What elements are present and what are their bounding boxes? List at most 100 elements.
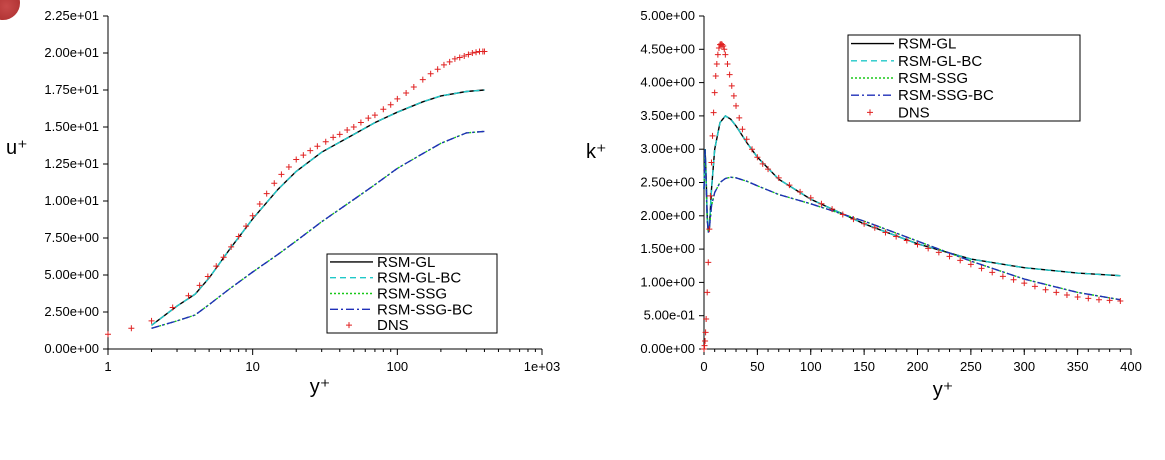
dns-data-point <box>1053 289 1060 296</box>
y-tick-label: 1.50e+01 <box>44 119 99 134</box>
series-line-rsm-ssg-bc <box>703 149 1121 301</box>
dns-data-point <box>957 257 964 264</box>
legend-box <box>847 34 1081 122</box>
y-tick-label: 4.50e+00 <box>640 41 695 56</box>
x-axis-label: y⁺ <box>310 376 331 398</box>
legend-label: RSM-SSG-BC <box>898 87 994 104</box>
dns-data-point <box>726 71 733 78</box>
legend-label: DNS <box>898 104 930 121</box>
dns-data-point <box>1095 296 1102 303</box>
y-tick-label: 5.00e-01 <box>644 308 695 323</box>
dns-data-point <box>213 263 220 270</box>
x-tick-label: 0 <box>700 359 707 374</box>
dns-data-point <box>365 115 372 122</box>
dns-data-point <box>978 265 985 272</box>
dns-data-point <box>715 44 722 51</box>
dns-data-point <box>708 159 715 166</box>
dns-data-point <box>739 126 746 133</box>
dns-data-point <box>371 112 378 119</box>
dns-data-point <box>706 226 713 233</box>
y-tick-label: 3.00e+00 <box>640 141 695 156</box>
dns-data-point <box>850 216 857 223</box>
y-tick-label: 4.00e+00 <box>640 75 695 90</box>
dns-data-point <box>914 241 921 248</box>
y-tick-label: 2.00e+01 <box>44 45 99 60</box>
dns-data-point <box>712 72 719 79</box>
dns-data-point <box>204 273 211 280</box>
dns-data-point <box>169 304 176 311</box>
y-tick-label: 2.00e+00 <box>640 208 695 223</box>
dns-data-point <box>711 89 718 96</box>
x-axis-label: y⁺ <box>933 379 954 401</box>
dns-data-point <box>1021 280 1028 287</box>
x-tick-label: 400 <box>1120 359 1142 374</box>
dns-data-point <box>105 331 111 338</box>
legend-label: RSM-SSG-BC <box>377 301 473 318</box>
dns-data-point <box>724 60 731 67</box>
legend-label: RSM-GL <box>898 36 956 53</box>
y-tick-label: 5.00e+00 <box>44 267 99 282</box>
dns-data-point <box>473 49 480 56</box>
dns-data-point <box>989 269 996 276</box>
dns-data-point <box>759 160 766 167</box>
dns-data-point <box>469 50 476 56</box>
dns-data-point <box>196 282 203 289</box>
dns-data-point <box>714 51 721 58</box>
dns-data-point <box>1063 292 1070 299</box>
dns-data-point <box>720 42 727 49</box>
dns-data-point <box>128 325 135 332</box>
dns-data-point <box>882 229 889 236</box>
dns-data-point <box>765 166 772 173</box>
y-tick-label: 3.50e+00 <box>640 108 695 123</box>
legend-label: RSM-SSG <box>898 70 968 87</box>
series-line-rsm-gl-bc <box>703 114 1121 277</box>
dns-data-point <box>300 152 307 159</box>
dns-data-point <box>243 223 250 230</box>
dns-data-point <box>427 70 434 77</box>
dns-data-point <box>1031 283 1038 290</box>
x-tick-label: 50 <box>750 359 764 374</box>
y-tick-label: 0.00e+00 <box>44 341 99 356</box>
dns-data-point <box>465 51 472 58</box>
dns-data-point <box>410 84 417 91</box>
dns-data-point <box>704 289 711 296</box>
dns-data-point <box>736 114 743 121</box>
dns-data-point <box>702 338 709 345</box>
dns-data-point <box>357 119 364 126</box>
dns-data-point <box>839 211 846 218</box>
dns-data-point <box>903 237 910 244</box>
x-tick-label: 1e+03 <box>524 359 561 374</box>
dns-data-point <box>440 61 447 68</box>
dns-data-point <box>701 346 707 352</box>
corner-logo-fragment <box>0 0 20 20</box>
k-plus-chart: 0.00e+00 5.00e-01 1.00e+00 1.50e+00 2.00e+00… <box>586 8 1142 401</box>
dns-data-point <box>451 55 458 62</box>
dns-data-point <box>344 126 351 133</box>
u-plus-chart: 0.00e+00 2.50e+00 5.00e+00 7.50e+00 1.00e+01… <box>6 8 560 398</box>
y-tick-label: 2.50e+00 <box>640 175 695 190</box>
dns-data-point <box>481 48 488 55</box>
x-tick-label: 150 <box>853 359 875 374</box>
legend-swatch <box>346 322 352 329</box>
dns-data-point <box>871 224 878 231</box>
y-tick-label: 2.50e+00 <box>44 304 99 319</box>
x-tick-label: 1 <box>104 359 111 374</box>
legend-label: RSM-GL <box>377 254 435 271</box>
dns-data-point <box>446 58 453 65</box>
dns-data-point <box>925 245 932 252</box>
dns-data-point <box>707 192 714 199</box>
dns-data-point <box>786 182 793 189</box>
dns-data-point <box>434 66 441 73</box>
y-tick-label: 1.25e+01 <box>44 156 99 171</box>
y-tick-label: 1.75e+01 <box>44 82 99 97</box>
dns-data-point <box>278 171 285 178</box>
dns-data-point <box>775 174 782 181</box>
legend-label: RSM-SSG <box>377 286 447 303</box>
dns-data-point <box>754 154 761 161</box>
dns-data-point <box>749 146 756 153</box>
dns-data-point <box>733 102 740 109</box>
dns-data-point <box>419 76 426 83</box>
